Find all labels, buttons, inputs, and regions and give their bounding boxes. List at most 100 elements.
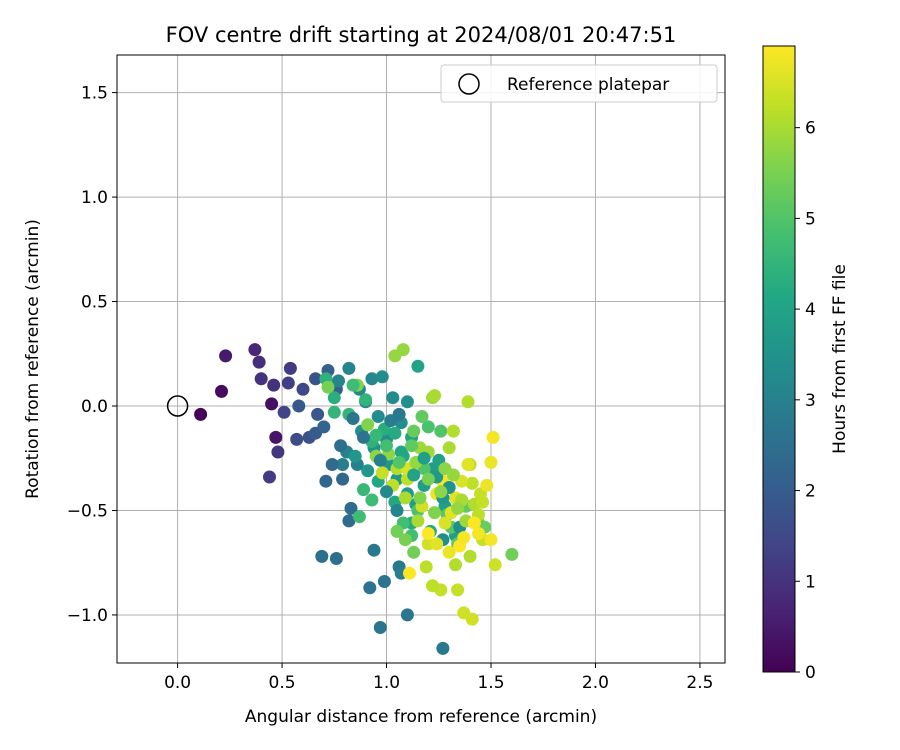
y-tick-label: −0.5 (67, 501, 108, 521)
data-point (267, 378, 281, 392)
data-point (283, 361, 297, 375)
data-point (421, 420, 435, 434)
data-point (277, 405, 291, 419)
data-point (373, 453, 387, 467)
data-point (415, 410, 429, 423)
data-point (369, 428, 383, 442)
data-point (311, 407, 325, 421)
data-point (465, 476, 479, 490)
x-axis-label: Angular distance from reference (arcmin) (245, 707, 597, 727)
data-point (380, 485, 393, 499)
data-point (505, 547, 519, 561)
data-point (329, 552, 343, 565)
data-point (438, 516, 452, 530)
data-point (336, 458, 350, 471)
data-point (400, 608, 414, 622)
data-point (292, 399, 306, 413)
data-point (346, 378, 360, 392)
data-point (398, 533, 412, 547)
data-point (417, 451, 431, 465)
data-point (405, 439, 419, 453)
data-point (486, 430, 500, 444)
data-point (377, 575, 391, 588)
x-axis-ticks: 0.0 0.5 1.0 1.5 2.0 2.5 (164, 663, 713, 693)
x-tick-label: 2.0 (582, 673, 609, 693)
data-point (442, 545, 456, 559)
data-point (357, 483, 370, 497)
data-point (392, 455, 406, 469)
data-point (396, 343, 410, 357)
y-tick-label: 0.5 (81, 293, 108, 313)
data-point (281, 376, 295, 390)
data-points (194, 343, 519, 655)
plot-frame (116, 54, 726, 664)
x-tick-label: 0.5 (269, 673, 296, 693)
data-point (411, 359, 425, 373)
data-point (392, 407, 406, 421)
data-point (434, 485, 448, 499)
data-point (319, 474, 333, 488)
data-point (219, 349, 233, 363)
y-axis-label: Rotation from reference (arcmin) (23, 219, 43, 499)
data-point (446, 424, 460, 438)
data-point (461, 458, 475, 471)
data-point (411, 514, 425, 528)
data-point (348, 449, 362, 463)
colorbar: 0 1 2 3 4 5 6 Hours from first FF file (762, 45, 850, 683)
y-tick-label: −1.0 (67, 606, 108, 626)
data-point (194, 407, 208, 421)
data-point (457, 531, 471, 545)
y-tick-label: 1.0 (81, 188, 108, 208)
chart-title: FOV centre drift starting at 2024/08/01 … (166, 23, 677, 47)
data-point (315, 549, 329, 563)
data-point (269, 430, 283, 444)
data-point (321, 380, 335, 394)
data-point (344, 501, 358, 515)
data-point (484, 533, 498, 547)
data-point (363, 581, 377, 595)
x-tick-label: 1.0 (373, 673, 400, 693)
colorbar-tick-label: 3 (805, 391, 816, 411)
data-point (461, 395, 475, 409)
data-point (342, 514, 356, 528)
data-point (388, 426, 402, 440)
data-point (361, 464, 375, 478)
data-point (451, 501, 465, 515)
data-point (215, 384, 228, 398)
data-point (342, 361, 356, 375)
data-point (407, 468, 421, 482)
data-point (309, 372, 322, 386)
data-point (400, 395, 414, 409)
data-point (327, 391, 341, 405)
data-point (421, 527, 435, 540)
x-tick-label: 0.0 (164, 673, 191, 693)
data-point (434, 424, 448, 438)
data-point (413, 491, 427, 505)
colorbar-tick-label: 1 (805, 572, 816, 592)
data-point (449, 558, 462, 572)
data-point (290, 432, 304, 446)
colorbar-tick-label: 2 (805, 482, 816, 502)
data-point (436, 641, 450, 655)
data-point (430, 537, 444, 551)
data-point (332, 374, 345, 388)
data-point (352, 510, 366, 524)
data-point (426, 579, 439, 593)
data-point (442, 441, 456, 455)
data-point (428, 389, 442, 403)
data-point (346, 412, 360, 425)
data-point (371, 410, 385, 423)
legend-box (440, 64, 718, 103)
colorbar-tick-label: 6 (805, 119, 816, 139)
data-point (254, 372, 268, 386)
data-point (361, 418, 375, 432)
data-point (467, 516, 481, 530)
data-point (390, 524, 404, 538)
reference-platepar-marker (166, 395, 189, 417)
colorbar-tick-label: 4 (805, 300, 816, 320)
data-point (403, 566, 416, 580)
colorbar-ticks: 0 1 2 3 4 5 6 (795, 119, 816, 683)
data-point (407, 424, 421, 438)
data-point (336, 472, 350, 486)
data-point (367, 543, 381, 557)
